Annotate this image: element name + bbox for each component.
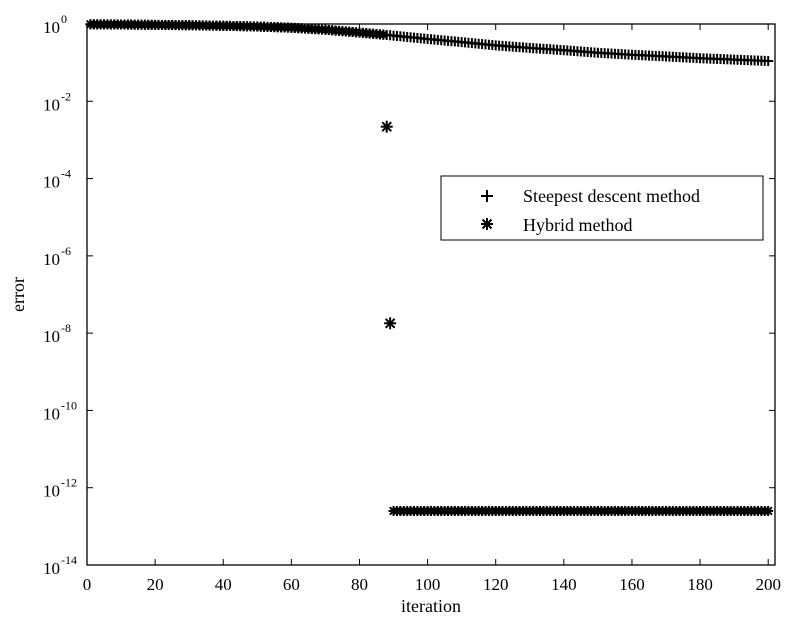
y-tick-exponent: -4	[61, 167, 71, 181]
y-tick-exponent: -8	[61, 321, 71, 335]
y-tick-label: 10	[43, 482, 60, 501]
y-axis-label: error	[8, 277, 28, 312]
x-axis-label: iteration	[401, 596, 461, 616]
legend: Steepest descent method Hybrid method	[440, 175, 764, 241]
x-tick-label: 40	[215, 575, 232, 594]
y-tick-exponent: 0	[61, 12, 67, 26]
y-tick-label: 10	[43, 327, 60, 346]
hybrid-point	[378, 29, 389, 40]
plot-frame	[86, 23, 776, 566]
y-tick-label: 10	[43, 18, 60, 37]
y-tick-label: 10	[43, 95, 60, 114]
x-tick-label: 0	[83, 575, 92, 594]
hybrid-point	[763, 505, 774, 516]
legend-box	[440, 175, 764, 241]
legend-label-steepest-descent: Steepest descent method	[523, 186, 700, 206]
y-tick-exponent: -10	[61, 398, 77, 412]
data-layer	[85, 19, 774, 516]
x-tick-label: 20	[147, 575, 164, 594]
legend-marker-steepest-descent	[481, 190, 493, 202]
x-tick-label: 160	[619, 575, 645, 594]
y-tick-label: 10	[43, 250, 60, 269]
x-tick-label: 200	[755, 575, 781, 594]
y-tick-exponent: -14	[61, 553, 77, 567]
x-tick-label: 100	[415, 575, 441, 594]
y-tick-label: 10	[43, 173, 60, 192]
hybrid-point	[384, 317, 397, 330]
y-tick-exponent: -6	[61, 244, 71, 258]
y-tick-label: 10	[43, 404, 60, 423]
steepest-descent-point	[763, 56, 774, 67]
legend-marker-hybrid	[481, 218, 493, 230]
x-tick-label: 140	[551, 575, 577, 594]
x-tick-label: 60	[283, 575, 300, 594]
hybrid-point	[380, 120, 393, 133]
x-tick-label: 120	[483, 575, 509, 594]
x-tick-label: 80	[351, 575, 368, 594]
legend-asterisk-icon	[481, 218, 493, 230]
legend-plus-icon	[481, 190, 493, 202]
x-tick-label: 180	[687, 575, 713, 594]
y-tick-exponent: -2	[61, 89, 71, 103]
y-tick-exponent: -12	[61, 476, 77, 490]
legend-label-hybrid: Hybrid method	[523, 215, 633, 235]
y-tick-label: 10	[43, 559, 60, 578]
